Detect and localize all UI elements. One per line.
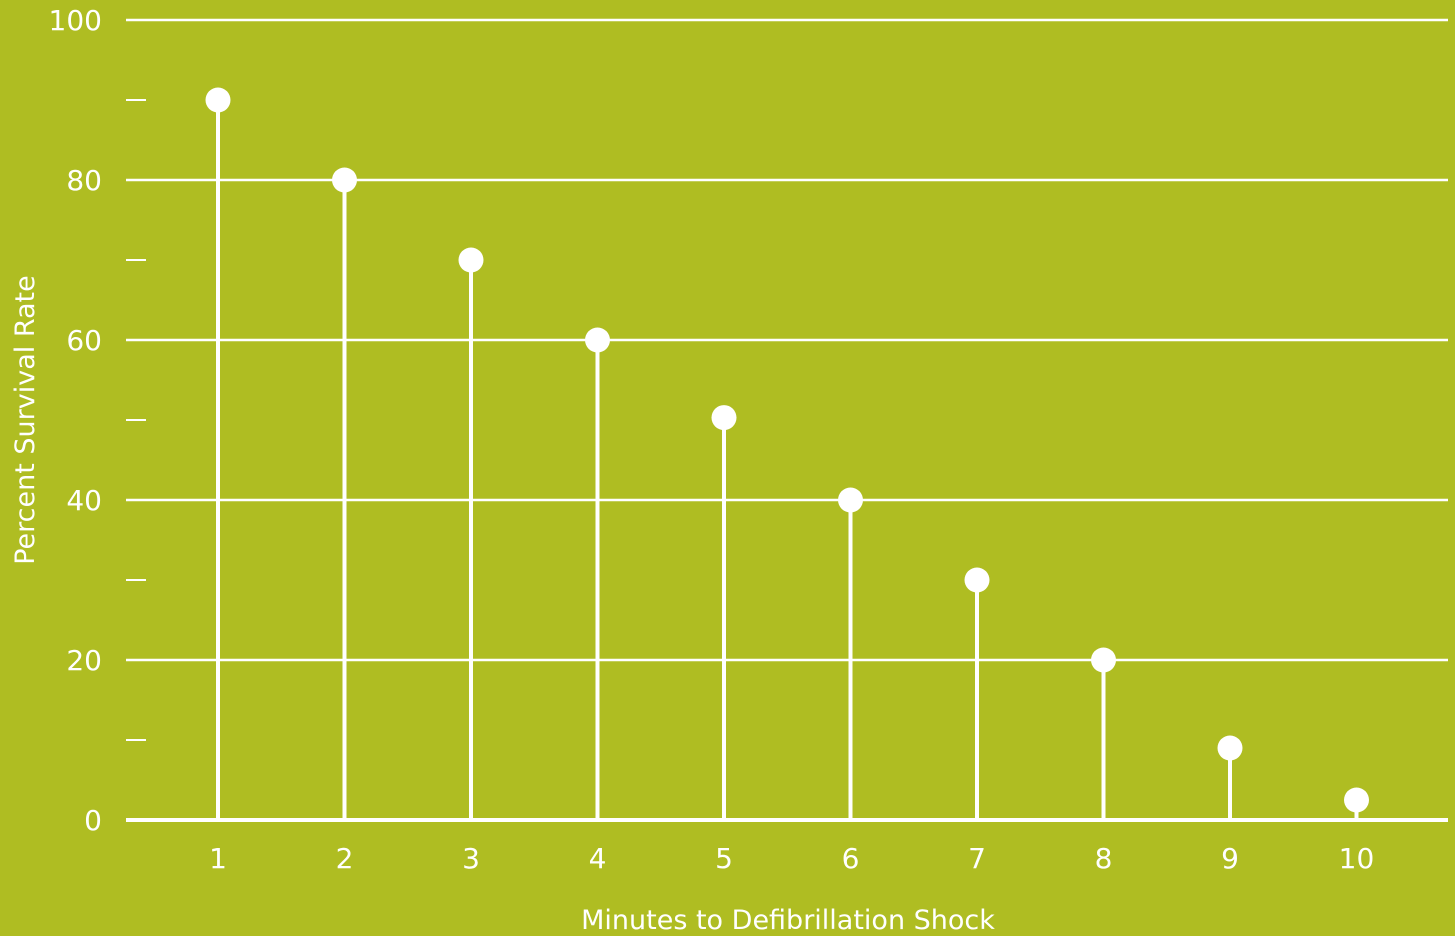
- y-axis-title: Percent Survival Rate: [10, 275, 41, 565]
- data-point-3: [458, 247, 484, 273]
- data-point-7: [964, 567, 990, 593]
- data-point-4: [585, 327, 610, 353]
- y-tick-label: 100: [49, 4, 102, 37]
- y-tick-label: 20: [66, 644, 102, 677]
- data-point-10: [1344, 787, 1369, 813]
- x-tick-labels: 1 2 3 4 5 6 7 8 9 10: [209, 842, 1374, 875]
- data-point-5: [711, 405, 737, 431]
- x-tick-label: 7: [968, 842, 986, 875]
- x-tick-label: 3: [462, 842, 480, 875]
- data-stems: [205, 87, 1369, 820]
- y-tick-label: 40: [66, 484, 102, 517]
- grid-lines: [126, 18, 1448, 822]
- x-tick-label: 2: [336, 842, 354, 875]
- x-tick-label: 8: [1095, 842, 1113, 875]
- y-tick-label: 80: [66, 164, 102, 197]
- x-axis-title: Minutes to Defibrillation Shock: [581, 905, 995, 936]
- y-tick-label: 0: [84, 804, 102, 837]
- data-point-6: [838, 487, 863, 513]
- y-minor-ticks: [126, 99, 146, 741]
- x-tick-label: 1: [209, 842, 227, 875]
- x-tick-label: 4: [589, 842, 607, 875]
- data-point-2: [332, 167, 357, 193]
- data-point-1: [205, 87, 231, 113]
- x-tick-label: 6: [842, 842, 860, 875]
- y-tick-labels: 0 20 40 60 80 100: [49, 4, 102, 837]
- data-point-8: [1091, 647, 1116, 673]
- data-point-9: [1217, 735, 1243, 761]
- x-tick-label: 5: [715, 842, 733, 875]
- x-tick-label: 9: [1221, 842, 1239, 875]
- x-tick-label: 10: [1339, 842, 1375, 875]
- y-tick-label: 60: [66, 324, 102, 357]
